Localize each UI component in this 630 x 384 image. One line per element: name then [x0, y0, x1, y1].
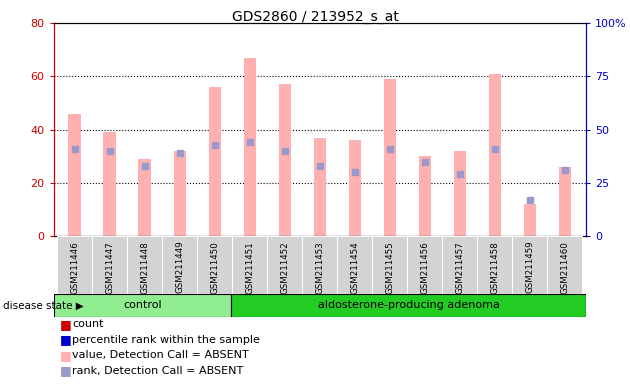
Bar — [231, 294, 586, 317]
Text: control: control — [123, 300, 161, 310]
Text: GSM211448: GSM211448 — [140, 241, 149, 293]
Text: GSM211453: GSM211453 — [315, 241, 324, 293]
Bar — [302, 236, 337, 294]
Text: GSM211456: GSM211456 — [420, 241, 429, 293]
Bar — [489, 74, 501, 236]
Text: GSM211452: GSM211452 — [280, 241, 289, 293]
Bar — [162, 236, 197, 294]
Text: aldosterone-producing adenoma: aldosterone-producing adenoma — [318, 300, 500, 310]
Text: ■: ■ — [60, 318, 72, 331]
Bar — [454, 151, 466, 236]
Text: GSM211459: GSM211459 — [525, 241, 534, 293]
Text: disease state ▶: disease state ▶ — [3, 300, 84, 310]
Text: GDS2860 / 213952_s_at: GDS2860 / 213952_s_at — [232, 10, 398, 23]
Bar — [442, 236, 478, 294]
Text: count: count — [72, 319, 104, 329]
Bar — [512, 236, 547, 294]
Bar — [337, 236, 372, 294]
Bar — [54, 294, 231, 317]
Bar — [278, 84, 291, 236]
Bar — [478, 236, 512, 294]
Text: GSM211450: GSM211450 — [210, 241, 219, 293]
Text: GSM211454: GSM211454 — [350, 241, 359, 293]
Text: GSM211451: GSM211451 — [245, 241, 254, 293]
Text: GSM211458: GSM211458 — [490, 241, 500, 293]
Bar — [419, 156, 431, 236]
Bar — [407, 236, 442, 294]
Bar — [372, 236, 407, 294]
Text: ■: ■ — [60, 333, 72, 346]
Text: GSM211460: GSM211460 — [561, 241, 570, 293]
Bar — [559, 167, 571, 236]
Text: ■: ■ — [60, 364, 72, 377]
Text: GSM211446: GSM211446 — [70, 241, 79, 293]
Bar — [267, 236, 302, 294]
Text: GSM211447: GSM211447 — [105, 241, 114, 293]
Bar — [244, 58, 256, 236]
Text: ■: ■ — [60, 349, 72, 362]
Bar — [524, 204, 536, 236]
Bar — [69, 114, 81, 236]
Bar — [384, 79, 396, 236]
Bar — [173, 151, 186, 236]
Bar — [103, 132, 116, 236]
Bar — [92, 236, 127, 294]
Text: GSM211457: GSM211457 — [455, 241, 464, 293]
Bar — [197, 236, 232, 294]
Bar — [547, 236, 582, 294]
Bar — [209, 87, 220, 236]
Text: GSM211449: GSM211449 — [175, 241, 184, 293]
Text: percentile rank within the sample: percentile rank within the sample — [72, 335, 260, 345]
Text: rank, Detection Call = ABSENT: rank, Detection Call = ABSENT — [72, 366, 244, 376]
Bar — [232, 236, 267, 294]
Bar — [139, 159, 151, 236]
Bar — [57, 236, 92, 294]
Bar — [314, 137, 326, 236]
Bar — [127, 236, 162, 294]
Bar — [348, 140, 361, 236]
Text: value, Detection Call = ABSENT: value, Detection Call = ABSENT — [72, 350, 249, 360]
Text: GSM211455: GSM211455 — [386, 241, 394, 293]
